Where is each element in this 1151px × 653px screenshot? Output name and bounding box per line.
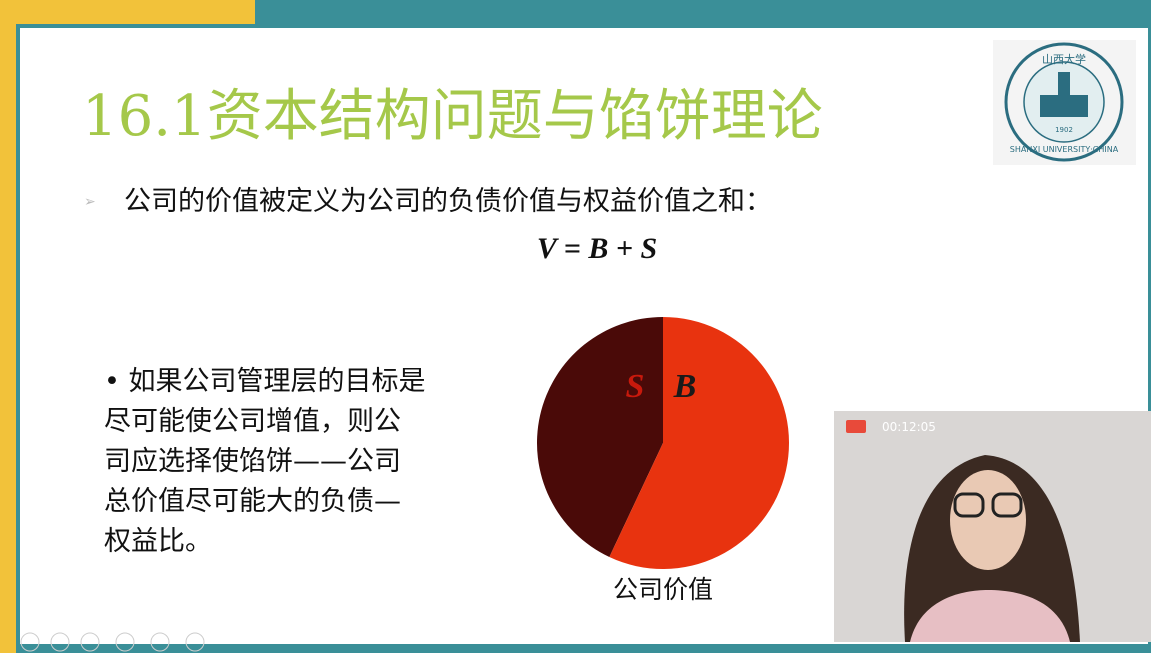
page: 16.1资本结构问题与馅饼理论 山西大学 SHANXI UNIVERSITY·C… xyxy=(0,0,1151,653)
logo-year: 1902 xyxy=(1055,126,1073,134)
logo-chars: 山西大学 xyxy=(1042,52,1086,66)
bullet-line: 权益比。 xyxy=(104,526,212,557)
bullet-line: 尽可能使公司增值，则公 xyxy=(104,406,401,437)
bullet-line: • 如果公司管理层的目标是 xyxy=(104,366,426,397)
bullet-line: 司应选择使馅饼——公司 xyxy=(104,446,401,477)
slide-title: 16.1资本结构问题与馅饼理论 xyxy=(82,84,823,149)
slice-label: B xyxy=(673,368,697,405)
video-timer: 00:12:05 xyxy=(882,420,936,434)
logo-building xyxy=(1040,95,1088,117)
bullet-line: 总价值尽可能大的负债— xyxy=(104,486,401,517)
equation: V = B + S xyxy=(537,232,657,265)
screen: 16.1资本结构问题与馅饼理论 山西大学 SHANXI UNIVERSITY·C… xyxy=(0,0,1151,653)
bullet-1: 公司的价值被定义为公司的负债价值与权益价值之和： xyxy=(124,186,772,217)
arrow-bullet: ➢ xyxy=(84,194,96,210)
video-overlay: 00:12:05 xyxy=(834,411,1151,642)
logo-name: SHANXI UNIVERSITY·CHINA xyxy=(1010,145,1119,154)
logo-tower xyxy=(1058,72,1070,96)
pie-caption: 公司价值 xyxy=(613,575,713,604)
slice-label: S xyxy=(626,368,645,405)
frame-accent xyxy=(0,0,255,24)
logo: 山西大学 SHANXI UNIVERSITY·CHINA 1902 xyxy=(993,40,1136,165)
face xyxy=(950,470,1026,570)
rec-icon xyxy=(846,420,866,433)
frame-left xyxy=(0,0,16,653)
